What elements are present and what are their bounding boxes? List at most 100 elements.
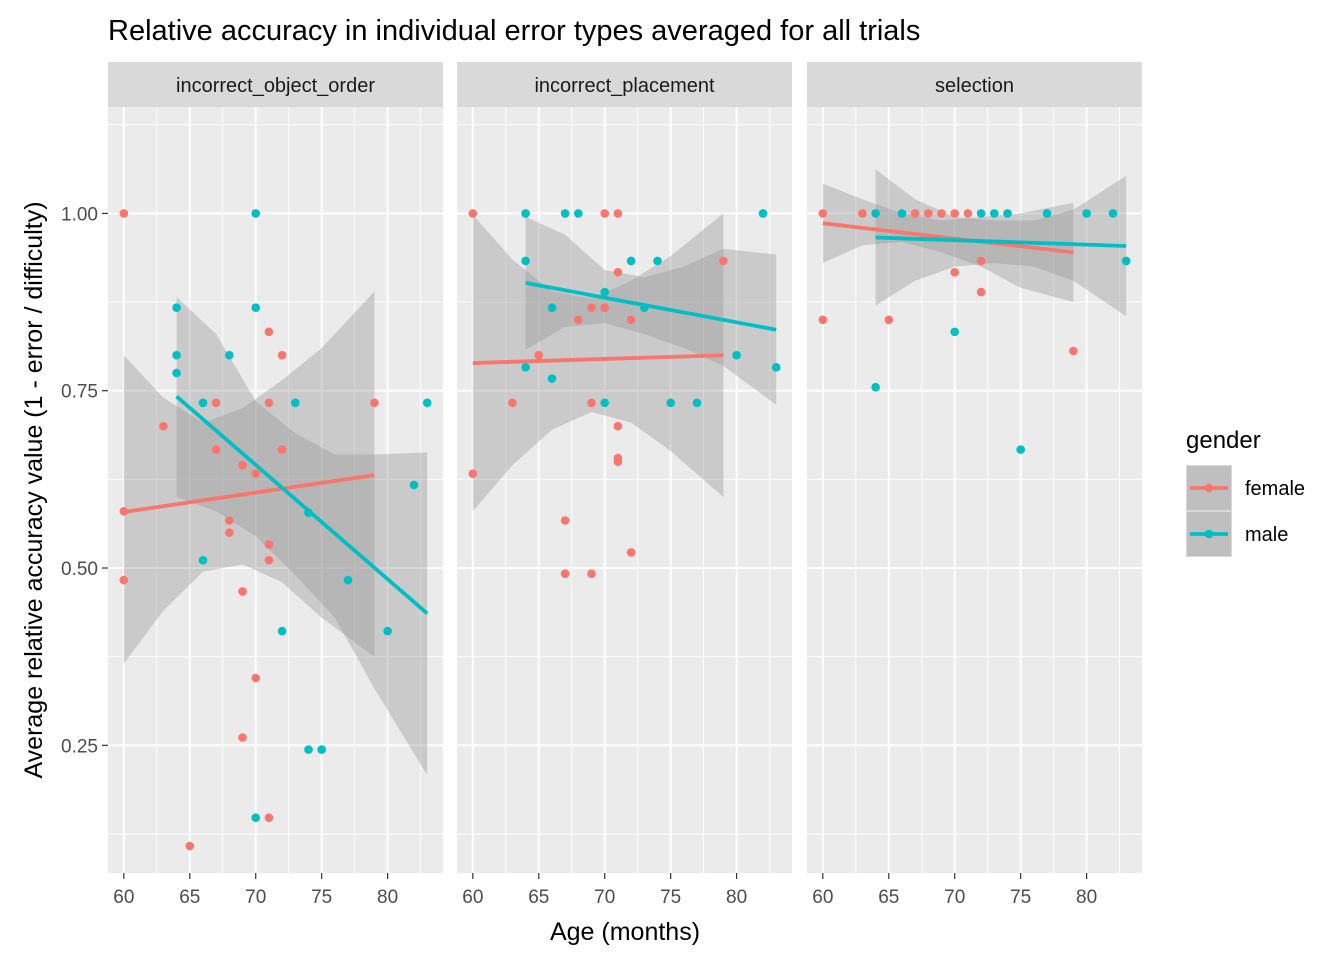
x-tick-label: 70: [245, 887, 266, 908]
data-point-female: [976, 287, 986, 297]
data-point-male: [600, 287, 609, 297]
data-point-female: [264, 813, 274, 822]
trend-line-female: [472, 353, 724, 365]
data-point-male: [198, 398, 208, 408]
x-tick-label: 80: [377, 887, 398, 908]
data-point-male: [1016, 445, 1025, 454]
data-point-male: [771, 363, 781, 372]
legend-key-point: [1204, 483, 1214, 493]
data-point-female: [560, 516, 570, 525]
trend-line-female: [822, 221, 1074, 255]
data-point-male: [547, 303, 557, 313]
trend-line-male: [525, 281, 777, 332]
data-point-male: [600, 398, 609, 408]
x-tick-label: 75: [660, 887, 681, 908]
data-point-female: [963, 209, 973, 218]
data-point-female: [884, 315, 894, 325]
data-point-female: [600, 209, 609, 218]
data-point-female: [119, 575, 129, 585]
y-tick-label: 0.25: [61, 736, 98, 757]
data-point-female: [264, 327, 274, 337]
data-point-male: [343, 575, 353, 585]
facet-strip: [108, 62, 443, 107]
chart-title: Relative accuracy in individual error ty…: [108, 15, 920, 47]
data-point-female: [264, 555, 274, 565]
panel-background: [457, 107, 792, 873]
data-point-female: [626, 548, 636, 557]
data-point-female: [818, 315, 828, 325]
x-tick-label: 80: [1076, 887, 1097, 908]
data-point-male: [990, 209, 999, 218]
facet-strip: [807, 62, 1142, 107]
trend-line-male: [175, 394, 429, 615]
data-point-female: [858, 209, 867, 218]
x-tick-label: 75: [1010, 887, 1031, 908]
data-point-male: [1108, 209, 1118, 218]
data-point-female: [264, 540, 274, 549]
data-point-female: [976, 256, 986, 266]
data-point-male: [251, 209, 260, 218]
x-tick-label: 60: [462, 887, 483, 908]
confidence-band-male: [525, 216, 777, 405]
data-point-male: [251, 303, 260, 313]
data-point-female: [613, 209, 623, 218]
data-point-male: [198, 555, 208, 565]
legend-label: female: [1245, 478, 1305, 500]
data-point-female: [613, 421, 623, 431]
x-tick-label: 60: [812, 887, 833, 908]
data-point-female: [574, 315, 583, 325]
data-point-male: [871, 382, 880, 392]
data-point-female: [468, 209, 478, 218]
legend-key-point: [1204, 529, 1214, 539]
confidence-band-female: [123, 291, 375, 664]
data-point-male: [758, 209, 768, 218]
data-point-female: [600, 303, 609, 313]
data-point-female: [613, 457, 623, 466]
x-axis-title: Age (months): [550, 918, 700, 946]
data-point-female: [264, 398, 274, 408]
x-tick-label: 80: [726, 887, 747, 908]
facet-strip-label: incorrect_placement: [534, 75, 715, 97]
legend-item-female: female: [1186, 465, 1305, 511]
data-point-male: [1042, 209, 1052, 218]
data-point-male: [172, 368, 181, 378]
legend-item-male: male: [1186, 511, 1288, 557]
data-point-male: [521, 363, 530, 372]
facet-panel-selection: selection 60 65 70 75 80: [807, 62, 1142, 908]
data-point-male: [422, 398, 432, 408]
data-point-male: [1121, 256, 1131, 266]
data-point-female: [818, 209, 828, 218]
data-point-male: [626, 256, 636, 266]
data-point-female: [508, 398, 517, 408]
facet-strip-label: selection: [935, 75, 1014, 97]
data-point-male: [653, 256, 662, 266]
data-point-female: [1069, 346, 1078, 356]
y-axis-title: Average relative accuracy value (1 - err…: [20, 201, 48, 778]
data-point-female: [950, 209, 959, 218]
data-point-female: [587, 303, 596, 313]
data-point-female: [251, 673, 260, 683]
data-point-female: [225, 528, 234, 537]
confidence-band-male: [176, 297, 428, 776]
data-point-male: [291, 398, 300, 408]
legend-items: female male: [1186, 465, 1305, 557]
data-point-male: [897, 209, 907, 218]
x-tick-label: 65: [878, 887, 899, 908]
data-point-female: [185, 841, 195, 851]
y-tick-label: 0.75: [61, 382, 98, 403]
data-point-male: [277, 626, 287, 636]
data-point-male: [1082, 209, 1091, 218]
data-point-male: [251, 813, 260, 822]
facet-panel-incorrect_placement: incorrect_placement 60 65 70 75 80: [457, 62, 792, 908]
data-point-female: [468, 469, 478, 479]
trend-line-male: [875, 235, 1127, 248]
data-point-female: [719, 256, 728, 266]
data-point-female: [950, 268, 959, 277]
data-point-female: [211, 398, 221, 408]
data-point-female: [277, 445, 287, 454]
data-point-female: [277, 350, 287, 360]
data-point-female: [937, 209, 946, 218]
data-point-female: [119, 209, 129, 218]
data-point-male: [871, 209, 880, 218]
y-tick-label: 1.00: [61, 204, 98, 225]
